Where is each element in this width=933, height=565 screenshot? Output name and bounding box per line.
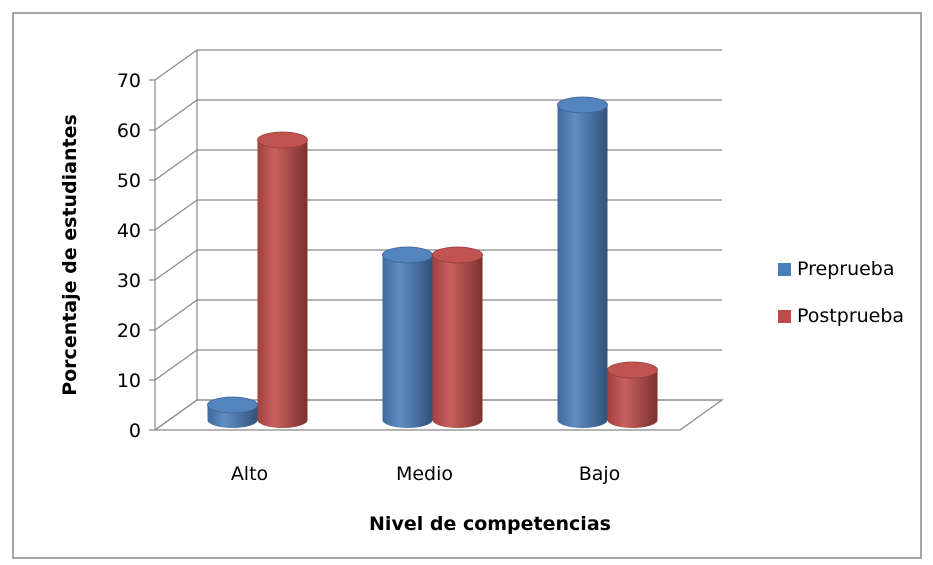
bar-preprueba-medio	[382, 246, 433, 428]
y-tick-label: 10	[117, 370, 141, 392]
gridline-left-wall	[154, 49, 198, 81]
legend-label: Postprueba	[797, 305, 904, 327]
gridline-left-wall	[154, 99, 198, 131]
floor	[153, 399, 724, 431]
y-tick-label: 70	[117, 70, 141, 92]
y-axis-title: Porcentaje de estudiantes	[59, 114, 81, 396]
bars	[207, 96, 658, 428]
x-category-label: Medio	[396, 463, 453, 485]
y-axis-ticks: 0 10 20 30 40 50 60 70	[117, 70, 141, 442]
y-tick-label: 0	[129, 420, 141, 442]
bar-postprueba-alto	[257, 131, 308, 428]
y-tick-label: 30	[117, 270, 141, 292]
legend-swatch	[778, 263, 791, 276]
x-category-label: Alto	[231, 463, 268, 485]
bar-preprueba-bajo	[557, 96, 608, 428]
gridline-left-wall	[154, 249, 198, 281]
x-axis-title: Nivel de competencias	[369, 513, 611, 535]
legend-swatch	[778, 310, 791, 323]
x-axis-categories: Alto Medio Bajo	[231, 463, 620, 485]
legend-label: Preprueba	[797, 258, 895, 280]
bar-postprueba-medio	[432, 246, 483, 428]
legend-item-preprueba: Preprueba	[778, 258, 895, 280]
gridline-left-wall	[154, 199, 198, 231]
gridline-left-wall	[154, 149, 198, 181]
gridline-left-wall	[154, 299, 198, 331]
bar-preprueba-alto	[207, 396, 258, 428]
legend: Preprueba Postprueba	[778, 258, 904, 327]
y-tick-label: 50	[117, 170, 141, 192]
y-tick-label: 40	[117, 220, 141, 242]
gridline-left-wall	[154, 349, 198, 381]
y-tick-label: 60	[117, 120, 141, 142]
legend-item-postprueba: Postprueba	[778, 305, 904, 327]
y-tick-label: 20	[117, 320, 141, 342]
bar-postprueba-bajo	[607, 361, 658, 428]
x-category-label: Bajo	[579, 463, 621, 485]
